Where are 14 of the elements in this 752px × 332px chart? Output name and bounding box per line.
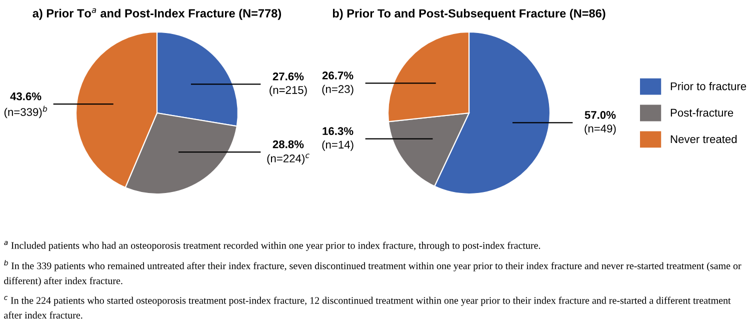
legend-label: Post-fracture (670, 108, 734, 117)
legend-label: Never treated (670, 134, 737, 144)
text: $^{c}$ In the 224 patients who started osteoporosis treatment post-index fracture, 12 discontinued treatment within one year prior to their index fracture and re-started a different treatment after index fracture. (4, 296, 731, 319)
data-label: 57.0% (n=49) (584, 111, 616, 135)
data-label: 26.7% (n=23) (322, 72, 354, 96)
chart-title: a) Prior To$^{a}$ and Post-Index Fracture (N=778) (32, 8, 282, 20)
data-label: 28.8% (n=224)$^{c}$ (267, 140, 310, 165)
data-label: 16.3% (n=14) (322, 127, 354, 151)
text: $^{b}$ In the 339 patients who remained untreated after their index fracture, seven discontinued treatment within one year prior to their index fracture and never re-started treatment (same or different) after index fracture. (4, 260, 742, 286)
chart-title: b) Prior To and Post-Subsequent Fracture (N=86) (332, 8, 606, 20)
data-label: 43.6% (n=339)$^{b}$ (4, 92, 48, 118)
data-label: 27.6% (n=215) (270, 72, 307, 96)
text: $^{a}$ Included patients who had an osteoporosis treatment recorded within one year prior to index fracture, through to post-index fracture. (4, 241, 540, 251)
legend-label: Prior to fracture (670, 82, 746, 90)
